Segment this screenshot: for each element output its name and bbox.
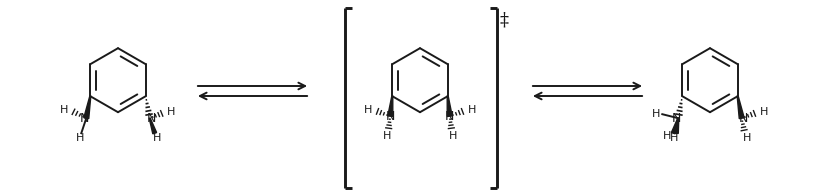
Text: N: N (445, 110, 454, 123)
Polygon shape (738, 96, 744, 119)
Polygon shape (447, 96, 452, 116)
Text: N: N (672, 112, 681, 125)
Text: H: H (670, 133, 679, 143)
Polygon shape (388, 96, 393, 116)
Text: H: H (166, 107, 175, 117)
Text: H: H (759, 107, 768, 117)
Text: H: H (468, 105, 476, 115)
Text: H: H (743, 133, 751, 143)
Polygon shape (150, 118, 156, 134)
Polygon shape (84, 96, 91, 119)
Polygon shape (671, 118, 679, 134)
Text: H: H (449, 131, 457, 141)
Text: H: H (153, 133, 161, 143)
Text: N: N (147, 112, 156, 125)
Text: N: N (80, 112, 89, 125)
Text: H: H (652, 109, 660, 119)
Text: ‡: ‡ (500, 11, 509, 29)
Text: H: H (364, 105, 372, 115)
Text: H: H (76, 133, 85, 143)
Text: H: H (60, 105, 69, 115)
Text: N: N (739, 112, 748, 125)
Text: H: H (383, 131, 391, 141)
Text: H: H (663, 131, 671, 141)
Polygon shape (675, 118, 679, 133)
Text: N: N (386, 110, 395, 123)
